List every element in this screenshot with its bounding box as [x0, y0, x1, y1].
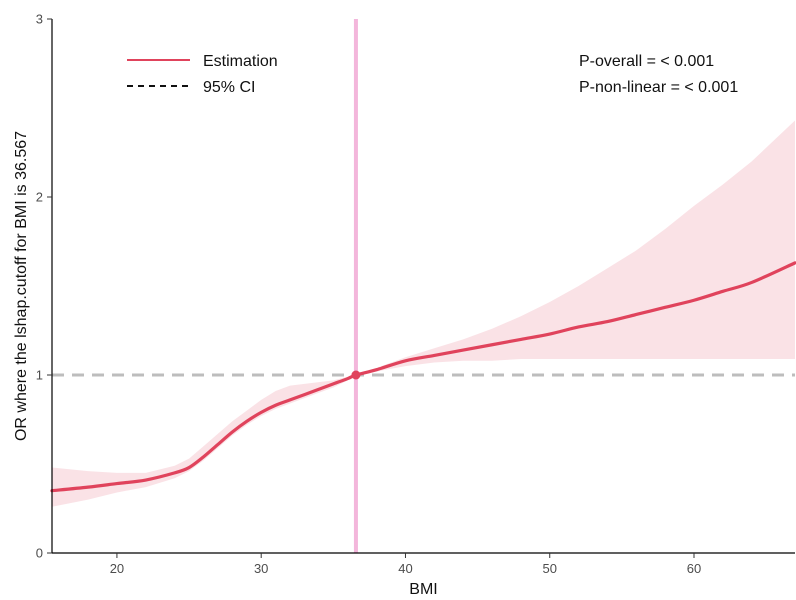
x-tick-label: 60: [687, 561, 701, 576]
y-tick-label: 2: [36, 190, 43, 205]
axes: 20 30 40 50 60 0 1 2 3: [36, 12, 795, 576]
legend: Estimation 95% CI: [127, 53, 278, 96]
x-axis-title: BMI: [409, 581, 437, 598]
x-tick-label: 40: [398, 561, 412, 576]
y-axis-title: OR where the lshap.cutoff for BMI is 36.…: [13, 131, 30, 441]
annotation-p-non-linear: P-non-linear = < 0.001: [579, 79, 738, 96]
legend-label-ci: 95% CI: [203, 79, 255, 96]
ci-band: [52, 120, 795, 507]
y-tick-label: 1: [36, 368, 43, 383]
p-value-annotations: P-overall = < 0.001 P-non-linear = < 0.0…: [579, 53, 738, 96]
y-tick-label: 0: [36, 546, 43, 561]
x-tick-label: 20: [110, 561, 124, 576]
y-tick-label: 3: [36, 12, 43, 27]
cutoff-point: [351, 370, 361, 380]
annotation-p-overall: P-overall = < 0.001: [579, 53, 714, 70]
x-tick-label: 50: [543, 561, 557, 576]
series-line-estimation: [50, 261, 796, 493]
plot-area: [50, 19, 796, 553]
legend-label-estimation: Estimation: [203, 53, 278, 70]
x-tick-label: 30: [254, 561, 268, 576]
